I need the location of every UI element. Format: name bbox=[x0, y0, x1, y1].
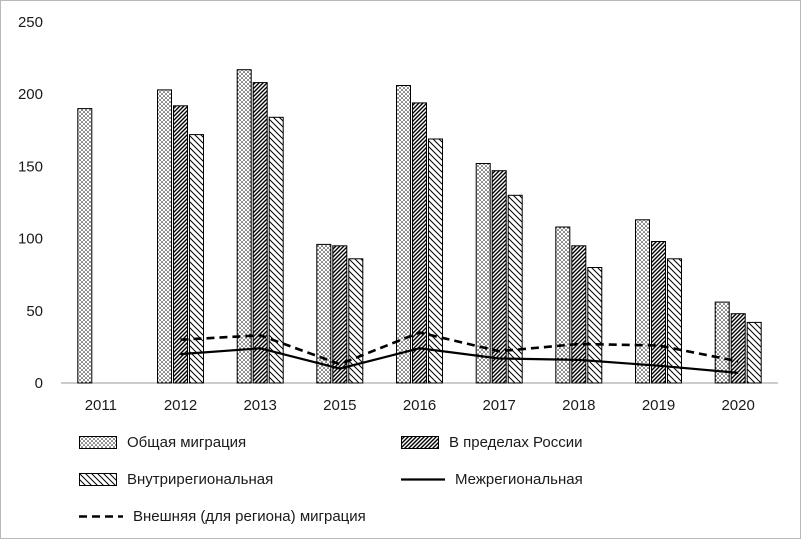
total-migration-swatch-icon bbox=[79, 435, 117, 449]
bar-hatch-light bbox=[667, 258, 682, 384]
bar-hatch-dense bbox=[491, 170, 507, 384]
bar-dots bbox=[396, 85, 411, 384]
within-russia-swatch-icon bbox=[401, 435, 439, 449]
bar-hatch-dense bbox=[730, 313, 746, 384]
y-axis-tick-label: 100 bbox=[18, 231, 43, 248]
legend-item-total-migration: Общая миграция bbox=[79, 431, 401, 453]
legend-label-interregional: Межрегиональная bbox=[455, 470, 583, 488]
legend-item-interregional: Межрегиональная bbox=[401, 468, 759, 490]
bar-hatch-light bbox=[587, 267, 603, 384]
bar-dots bbox=[714, 301, 730, 384]
interregional-line-swatch-icon bbox=[401, 477, 445, 481]
legend-item-external-migration: Внешняя (для региона) миграция bbox=[79, 505, 401, 527]
y-axis-tick-label: 250 bbox=[18, 14, 43, 31]
line-series-solid bbox=[180, 347, 739, 374]
bar-hatch-light bbox=[428, 138, 443, 384]
intraregional-swatch-icon bbox=[79, 472, 117, 486]
chart-legend: Общая миграция В пределах России Внутрир… bbox=[79, 431, 759, 527]
y-axis-tick-label: 200 bbox=[18, 86, 43, 103]
y-axis-tick-label: 150 bbox=[18, 158, 43, 175]
bar-dots bbox=[635, 219, 650, 384]
legend-item-within-russia: В пределах России bbox=[401, 431, 759, 453]
bar-dots bbox=[236, 69, 252, 384]
chart-plot-area: 0 50 100 150 200 250 2011 2012 2013 2015 2016 2017 2… bbox=[18, 14, 778, 414]
bar-hatch-dense bbox=[332, 245, 348, 384]
x-axis-tick-label: 2015 bbox=[323, 397, 356, 414]
bar-hatch-light bbox=[348, 258, 364, 384]
x-axis-tick-label: 2019 bbox=[642, 397, 675, 414]
legend-label-intraregional: Внутрирегиональная bbox=[127, 470, 274, 488]
x-axis-tick-label: 2011 bbox=[85, 397, 117, 414]
bar-dots bbox=[157, 89, 172, 384]
line-series-dashed bbox=[180, 331, 739, 366]
bar-hatch-light bbox=[507, 194, 523, 384]
bar-hatch-light bbox=[268, 116, 284, 384]
bar-dots bbox=[475, 163, 491, 384]
bar-dots bbox=[316, 243, 332, 384]
bar-hatch-light bbox=[189, 134, 204, 384]
bar-hatch-dense bbox=[571, 245, 587, 384]
bar-dots bbox=[555, 226, 571, 384]
x-axis-tick-label: 2018 bbox=[562, 397, 595, 414]
x-axis-tick-label: 2012 bbox=[164, 397, 197, 414]
bar-hatch-light bbox=[746, 321, 762, 384]
legend-label-external-migration: Внешняя (для региона) миграция bbox=[133, 507, 366, 525]
legend-label-within-russia: В пределах России bbox=[449, 433, 583, 451]
x-axis-tick-label: 2017 bbox=[482, 397, 515, 414]
x-axis-tick-label: 2020 bbox=[721, 397, 754, 414]
bar-hatch-dense bbox=[651, 241, 666, 384]
bar-dots bbox=[77, 108, 93, 384]
external-migration-line-swatch-icon bbox=[79, 514, 123, 518]
legend-item-intraregional: Внутрирегиональная bbox=[79, 468, 401, 490]
x-axis-tick-label: 2013 bbox=[243, 397, 276, 414]
legend-label-total-migration: Общая миграция bbox=[127, 433, 247, 451]
bar-hatch-dense bbox=[412, 102, 427, 384]
y-axis-tick-label: 0 bbox=[35, 375, 43, 392]
x-axis-tick-label: 2016 bbox=[403, 397, 436, 414]
bar-hatch-dense bbox=[173, 105, 188, 384]
y-axis-tick-label: 50 bbox=[26, 303, 43, 320]
bar-hatch-dense bbox=[252, 82, 268, 384]
